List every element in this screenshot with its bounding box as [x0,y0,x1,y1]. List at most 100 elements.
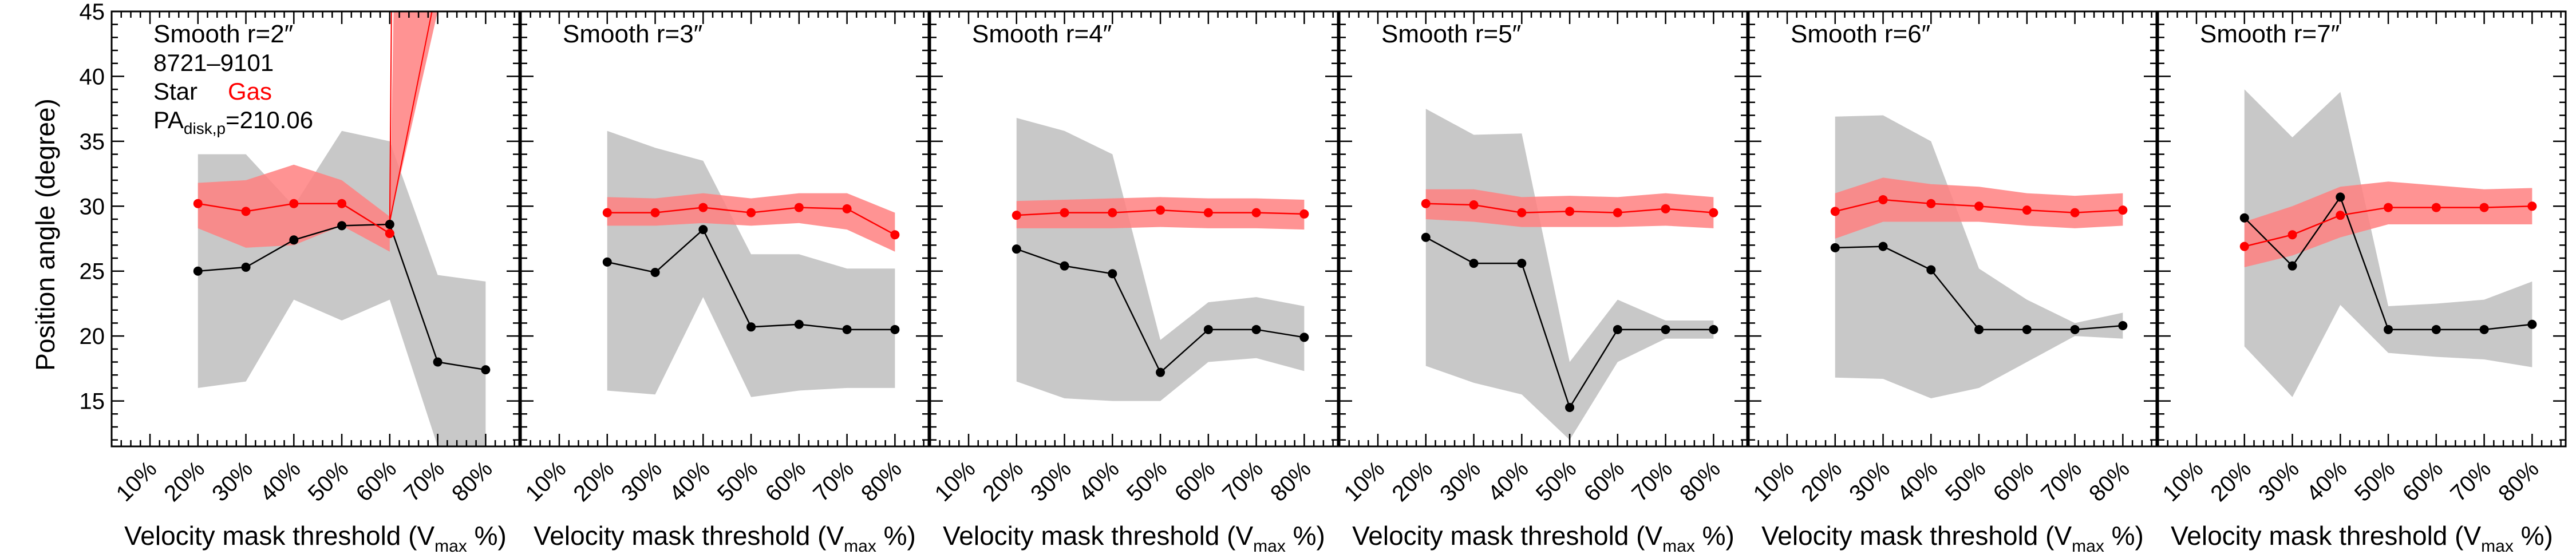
panel-title: Smooth r=3″ [563,20,702,48]
x-tick-label: 30% [2254,456,2304,506]
x-axis-label: Velocity mask threshold (Vmax %) [943,521,1325,556]
star-point [1421,232,1431,242]
star-error-band [1835,115,2123,399]
star-point [1878,242,1888,251]
x-tick-label: 50% [303,456,354,506]
gas-point [1878,195,1888,204]
plot-area [1421,109,1718,440]
star-point [1469,259,1479,268]
x-tick-label: 50% [2350,456,2400,506]
x-tick-label: 20% [159,456,210,506]
gas-point [2070,208,2080,217]
panels: 1520253035404510%20%30%40%50%60%70%80%Sm… [80,0,2567,556]
star-point [746,322,756,332]
star-point [1060,261,1069,271]
gas-point [2336,211,2345,220]
x-tick-label: 40% [1074,456,1124,506]
star-error-band [2244,89,2532,397]
y-axis-label: Position angle (degree) [30,98,60,371]
star-point [1203,324,1213,334]
gas-point [337,199,347,208]
panel-frame [110,10,520,448]
gas-point [794,203,804,212]
star-point [842,324,852,334]
gas-point [842,204,852,213]
panel-5: 10%20%30%40%50%60%70%80% Smooth r=6″ Veloc… [1748,10,2158,556]
gas-point [1926,199,1936,208]
y-tick-label: 20 [80,324,105,349]
y-tick-label: 35 [80,129,105,155]
x-tick-label: 20% [2206,456,2256,506]
star-point [2118,321,2128,331]
x-tick-label: 60% [1579,456,1629,506]
x-tick-label: 40% [2302,456,2352,506]
x-tick-label: 20% [1387,456,1437,506]
gas-point [650,208,660,217]
x-tick-label: 60% [1988,456,2038,506]
gas-spike-line [389,11,433,222]
star-point [2070,324,2080,334]
star-point [650,268,660,277]
panel-frame [2157,10,2567,448]
x-tick-label: 60% [760,456,811,506]
x-tick-label: 20% [1796,456,1847,506]
panel-title: Smooth r=6″ [1791,20,1930,48]
star-point [2287,261,2297,271]
star-point [1299,333,1309,342]
x-tick-label: 60% [1170,456,1220,506]
gas-point [385,228,394,238]
panel-frame [929,10,1339,448]
star-point [2384,324,2393,334]
y-tick-label: 45 [80,0,105,25]
star-point [794,319,804,329]
panel-6: 10%20%30%40%50%60%70%80% Smooth r=7″ Veloc… [2157,10,2567,556]
x-axis-label: Velocity mask threshold (Vmax %) [534,521,916,556]
star-error-band [197,130,486,446]
x-tick-label: 80% [1266,456,1316,506]
x-tick-label: 70% [1627,456,1677,506]
plot-area [602,130,900,397]
star-point [1661,324,1670,334]
x-tick-label: 50% [1941,456,1991,506]
gas-point [1661,204,1670,213]
star-point [1613,324,1622,334]
x-tick-label: 60% [351,456,401,506]
panel-frame [1338,10,1748,448]
x-tick-label: 10% [2158,456,2208,506]
star-point [337,221,347,231]
gas-point [2118,205,2128,215]
gas-point [1060,208,1069,217]
panel-title: Smooth r=4″ [972,20,1112,48]
gas-point [1299,209,1309,219]
y-tick-label: 40 [80,64,105,89]
x-axis-label: Velocity mask threshold (Vmax %) [1352,521,1735,556]
x-tick-label: 20% [568,456,619,506]
x-axis-label: Velocity mask threshold (Vmax %) [1761,521,2144,556]
x-axis-label: Velocity mask threshold (Vmax %) [124,521,507,556]
star-point [2479,324,2489,334]
x-tick-label: 10% [930,456,981,506]
star-point [2431,324,2441,334]
x-tick-label: 70% [399,456,449,506]
gas-point [1421,199,1431,208]
gas-point [241,207,251,216]
x-tick-label: 70% [2036,456,2087,506]
x-tick-label: 40% [255,456,306,506]
gas-spike-line [389,11,392,222]
star-error-band [1425,109,1714,440]
gas-point [1012,211,1021,220]
x-tick-label: 30% [1026,456,1076,506]
sample-id: 8721–9101 [153,49,274,76]
gas-point [2022,205,2032,215]
panel-4: 10%20%30%40%50%60%70%80% Smooth r=5″ Veloc… [1338,10,1748,556]
gas-point [2527,201,2537,211]
star-point [289,235,299,245]
plot-area [1012,118,1309,401]
star-point [1156,367,1165,377]
star-point [1517,259,1527,268]
gas-error-spike [389,11,438,222]
gas-point [1469,200,1479,210]
gas-point [1156,205,1165,215]
x-tick-label: 60% [2397,456,2448,506]
x-tick-label: 50% [713,456,763,506]
